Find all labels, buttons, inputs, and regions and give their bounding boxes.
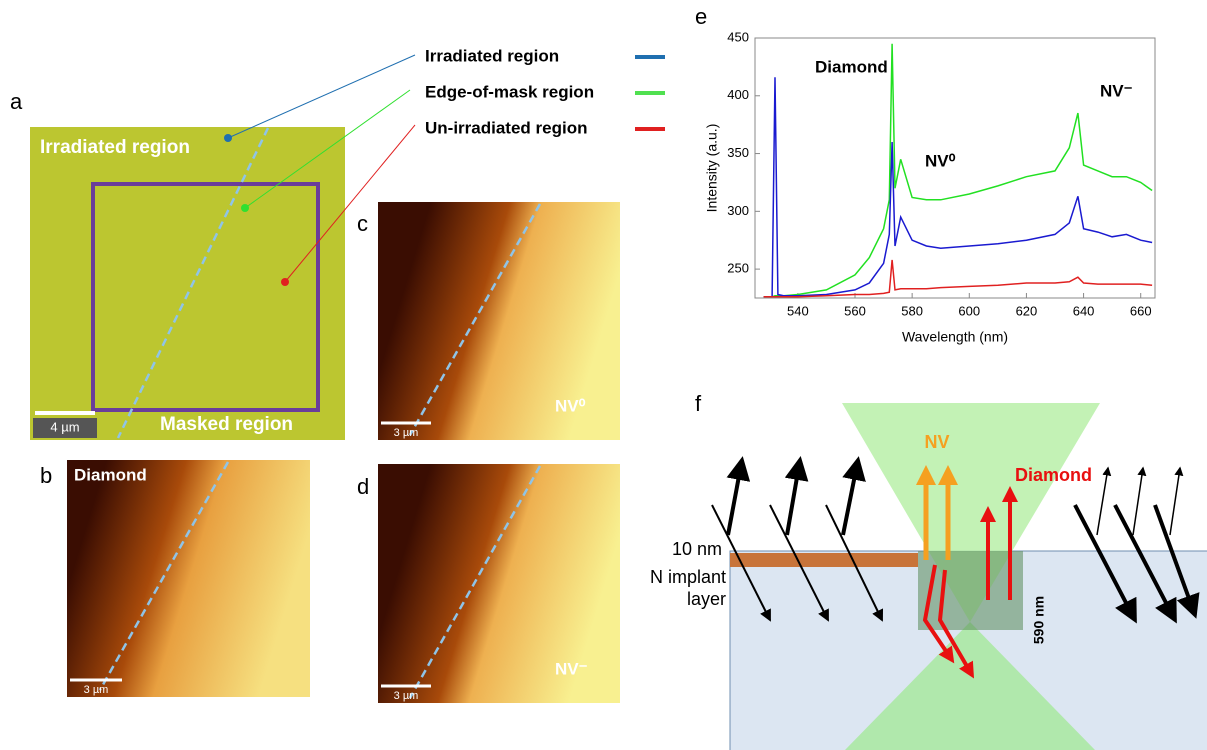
y-tick-label: 400	[727, 87, 749, 102]
region-label: Masked region	[160, 414, 293, 435]
y-tick-label: 250	[727, 261, 749, 276]
x-tick-label: 560	[844, 303, 866, 318]
x-tick-label: 620	[1016, 303, 1038, 318]
scale-label: 3 µm	[394, 690, 419, 702]
spectrum-chart: 250 300 350 400 450 540 560 580 600 620 640 660 Wave…	[704, 29, 1155, 344]
figure-svg: Irradiated region Edge-of-mask region Un…	[0, 0, 1207, 750]
annotation: NV⁰	[925, 151, 956, 170]
x-tick-label: 660	[1130, 303, 1152, 318]
y-tick-label: 300	[727, 203, 749, 218]
dot	[241, 204, 249, 212]
spectrum	[764, 77, 1153, 296]
focal-volume	[918, 551, 1023, 630]
nv-label: NV	[924, 432, 949, 452]
map-label: NV⁰	[555, 396, 586, 415]
panel-label: c	[357, 211, 368, 236]
y-tick-label: 450	[727, 29, 749, 44]
micrograph	[30, 127, 345, 440]
panel-label: d	[357, 474, 369, 499]
figure: Irradiated region Edge-of-mask region Un…	[0, 0, 1207, 750]
legend-label: Un-irradiated region	[425, 118, 587, 137]
map-label: NV⁻	[555, 659, 588, 678]
leader	[228, 55, 415, 138]
legend-label: Edge-of-mask region	[425, 82, 594, 101]
thickness-label: 10 nm	[672, 539, 722, 559]
dot	[281, 278, 289, 286]
annotation: Diamond	[815, 57, 888, 76]
map	[67, 460, 310, 697]
x-axis-label: Wavelength (nm)	[902, 329, 1008, 345]
implant-layer	[730, 553, 918, 567]
scale-label: 3 µm	[394, 427, 419, 439]
scale-label: 3 µm	[84, 684, 109, 696]
layer-label: N implant layer	[640, 566, 726, 610]
annotation: NV⁻	[1100, 81, 1133, 100]
depth-label: 590 nm	[1031, 596, 1047, 644]
diamond-label: Diamond	[1015, 465, 1092, 485]
panel-label: b	[40, 463, 52, 488]
y-axis-label: Intensity (a.u.)	[704, 124, 720, 213]
x-tick-label: 580	[901, 303, 923, 318]
dot	[224, 134, 232, 142]
legend-label: Irradiated region	[425, 46, 559, 65]
spectrum	[764, 44, 1153, 297]
x-tick-label: 540	[787, 303, 809, 318]
panel-label: a	[10, 89, 23, 114]
x-tick-label: 640	[1073, 303, 1095, 318]
y-tick-label: 350	[727, 145, 749, 160]
panel-label: e	[695, 4, 707, 29]
scale-label: 4 µm	[50, 419, 79, 434]
panel-label: f	[695, 391, 702, 416]
region-label: Irradiated region	[40, 137, 190, 158]
x-tick-label: 600	[958, 303, 980, 318]
map-label: Diamond	[74, 465, 147, 484]
